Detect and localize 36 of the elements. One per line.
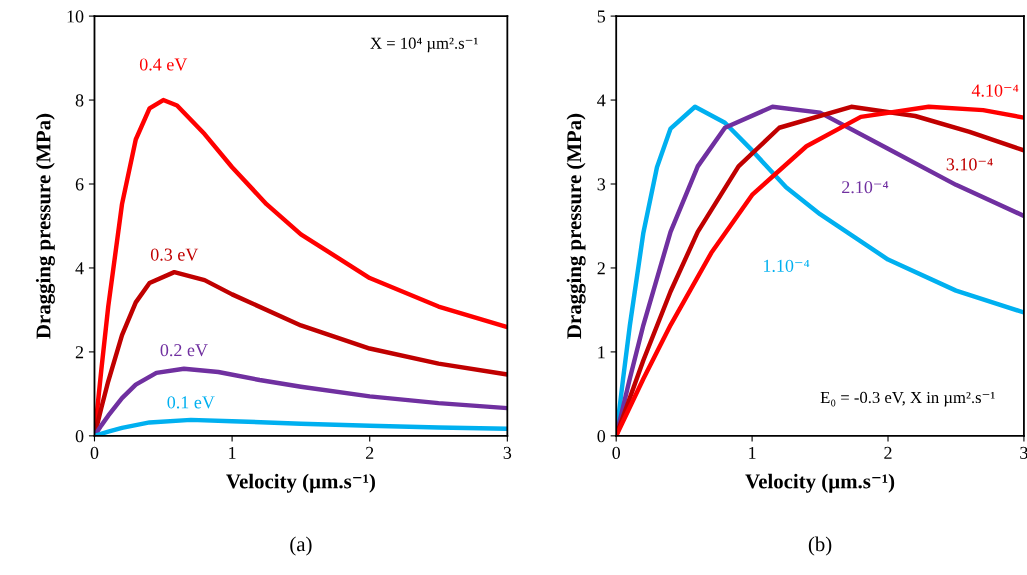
x-tick-label: 1	[229, 446, 236, 459]
y-tick-label: 4	[75, 262, 84, 275]
y-tick-label: 2	[597, 262, 605, 275]
y-tick-label: 1	[598, 346, 605, 359]
y-tick-label: 2	[75, 346, 84, 359]
x-axis-title: Velocity (µm.s⁻¹)	[745, 473, 895, 493]
series-label: 0.4 eV	[139, 58, 188, 71]
x-tick-label: 2	[884, 446, 892, 459]
y-tick-label: 8	[75, 94, 84, 107]
y-tick-label: 6	[75, 178, 84, 191]
x-axis-title: Velocity (µm.s⁻¹)	[226, 473, 375, 493]
y-axis-title: Dragging pressure (MPa)	[35, 113, 55, 339]
x-tick-label: 1	[749, 446, 756, 459]
x-tick-label: 0	[90, 446, 99, 459]
text: (b)	[808, 536, 832, 556]
y-tick-label: 0	[597, 430, 606, 443]
y-tick-label: 0	[75, 430, 84, 443]
y-tick-label: 10	[67, 10, 84, 23]
series-label: 4.10⁻⁴	[971, 84, 1019, 97]
annotation: X = 10⁴ µm².s⁻¹	[370, 37, 478, 53]
annotation: E₀ = -0.3 eV, X in µm².s⁻¹	[820, 391, 995, 407]
series-label: 0.3 eV	[150, 248, 199, 261]
x-tick-label: 0	[612, 446, 621, 459]
x-tick-label: 3	[503, 446, 512, 459]
y-tick-label: 5	[597, 10, 606, 23]
x-tick-label: 3	[1020, 446, 1027, 459]
y-axis-title: Dragging pressure (MPa)	[566, 113, 586, 339]
y-tick-label: 4	[597, 94, 606, 107]
series-label: 2.10⁻⁴	[842, 181, 889, 194]
series-label: 0.1 eV	[167, 396, 215, 409]
x-tick-label: 2	[366, 446, 374, 459]
series-label: 3.10⁻⁴	[946, 158, 993, 171]
series-label: 0.2 eV	[160, 344, 208, 357]
text: (a)	[290, 536, 312, 556]
text: 1.10⁻⁴	[763, 259, 810, 272]
y-tick-label: 3	[597, 178, 606, 191]
